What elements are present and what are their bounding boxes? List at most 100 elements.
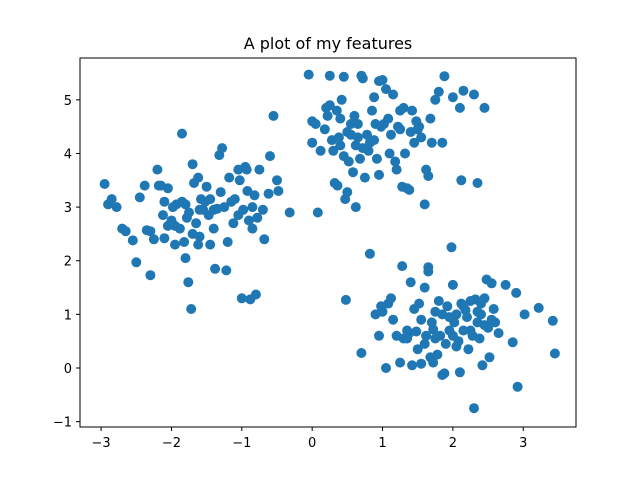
scatter-point xyxy=(402,333,413,344)
scatter-point xyxy=(421,330,432,341)
scatter-point xyxy=(194,204,205,215)
scatter-point xyxy=(411,326,422,337)
scatter-point xyxy=(233,164,244,175)
scatter-point xyxy=(328,145,339,156)
scatter-point xyxy=(356,348,367,358)
scatter-point xyxy=(205,239,216,250)
scatter-point xyxy=(342,187,353,198)
scatter-point xyxy=(419,199,430,210)
scatter-point xyxy=(384,148,395,159)
scatter-point xyxy=(428,324,439,335)
scatter-point xyxy=(252,212,263,223)
scatter-point xyxy=(263,188,274,199)
scatter-point xyxy=(221,265,232,276)
scatter-point xyxy=(152,164,163,175)
y-tick-label: 4 xyxy=(64,147,72,162)
scatter-point xyxy=(463,344,474,355)
scatter-point xyxy=(148,234,159,245)
scatter-point xyxy=(145,226,156,237)
x-tick-label: −1 xyxy=(232,436,251,451)
scatter-point xyxy=(322,110,333,121)
scatter-point xyxy=(193,239,204,250)
scatter-point xyxy=(430,333,441,344)
scatter-point xyxy=(254,164,265,175)
scatter-point xyxy=(432,349,443,360)
scatter-point xyxy=(369,92,380,103)
scatter-point xyxy=(332,180,343,191)
scatter-point xyxy=(425,113,436,124)
scatter-point xyxy=(333,132,344,143)
scatter-point xyxy=(127,235,138,246)
scatter-point xyxy=(106,194,117,205)
scatter-point xyxy=(201,181,212,192)
points-layer xyxy=(99,69,560,414)
scatter-point xyxy=(352,132,363,143)
y-tick-label: 0 xyxy=(64,362,72,377)
scatter-point xyxy=(257,204,268,215)
scatter-point xyxy=(352,119,363,129)
x-tick-label: 1 xyxy=(378,436,386,451)
scatter-point xyxy=(247,202,258,213)
scatter-point xyxy=(179,237,190,247)
chart-title: A plot of my features xyxy=(244,34,413,53)
scatter-point xyxy=(458,85,469,96)
scatter-point xyxy=(134,192,145,203)
scatter-point xyxy=(411,116,422,127)
scatter-point xyxy=(447,279,458,290)
scatter-point xyxy=(273,186,284,196)
scatter-point xyxy=(362,129,372,140)
scatter-point xyxy=(111,202,122,213)
scatter-point xyxy=(469,89,479,100)
scatter-point xyxy=(493,328,504,339)
scatter-point xyxy=(238,204,249,215)
scatter-point xyxy=(208,204,219,215)
scatter-point xyxy=(374,330,384,341)
scatter-point xyxy=(234,175,245,186)
scatter-point xyxy=(357,73,368,84)
scatter-point xyxy=(477,360,488,371)
ticks-layer: −3 −2 −1 0 1 2 3 −1 0 1 2 3 4 5 xyxy=(53,94,528,451)
scatter-point xyxy=(345,119,356,129)
scatter-point xyxy=(437,370,448,380)
scatter-point xyxy=(388,314,399,325)
scatter-point xyxy=(335,140,346,151)
scatter-point xyxy=(343,156,354,167)
scatter-point xyxy=(177,128,187,139)
scatter-point xyxy=(430,94,441,105)
scatter-point xyxy=(191,218,202,229)
scatter-point xyxy=(400,148,410,159)
scatter-point xyxy=(324,70,335,81)
y-tick-label: 5 xyxy=(64,94,72,109)
scatter-point xyxy=(187,159,198,170)
scatter-point xyxy=(533,302,544,313)
scatter-point xyxy=(307,137,318,148)
scatter-point xyxy=(451,341,462,352)
scatter-point xyxy=(268,110,279,121)
scatter-point xyxy=(486,278,497,289)
scatter-point xyxy=(377,306,388,317)
scatter-point xyxy=(120,226,131,237)
y-tick-label: −1 xyxy=(53,416,72,431)
x-tick-label: 2 xyxy=(449,436,457,451)
scatter-point xyxy=(159,233,170,244)
scatter-point xyxy=(454,367,465,378)
scatter-point xyxy=(338,71,349,82)
x-tick-label: −3 xyxy=(92,436,111,451)
scatter-point xyxy=(284,207,295,218)
scatter-point xyxy=(162,183,173,194)
scatter-point xyxy=(180,199,191,210)
scatter-point xyxy=(412,344,423,355)
scatter-point xyxy=(423,171,434,181)
scatter-point xyxy=(250,289,261,300)
scatter-point xyxy=(374,169,384,180)
scatter-point xyxy=(419,282,430,293)
scatter-point xyxy=(469,403,479,414)
scatter-point xyxy=(428,357,439,368)
scatter-point xyxy=(472,178,483,188)
scatter-point xyxy=(219,202,230,213)
scatter-point xyxy=(458,325,469,336)
scatter-point xyxy=(549,348,560,359)
scatter-point xyxy=(222,237,233,247)
scatter-point xyxy=(265,151,275,162)
scatter-point xyxy=(479,320,490,331)
